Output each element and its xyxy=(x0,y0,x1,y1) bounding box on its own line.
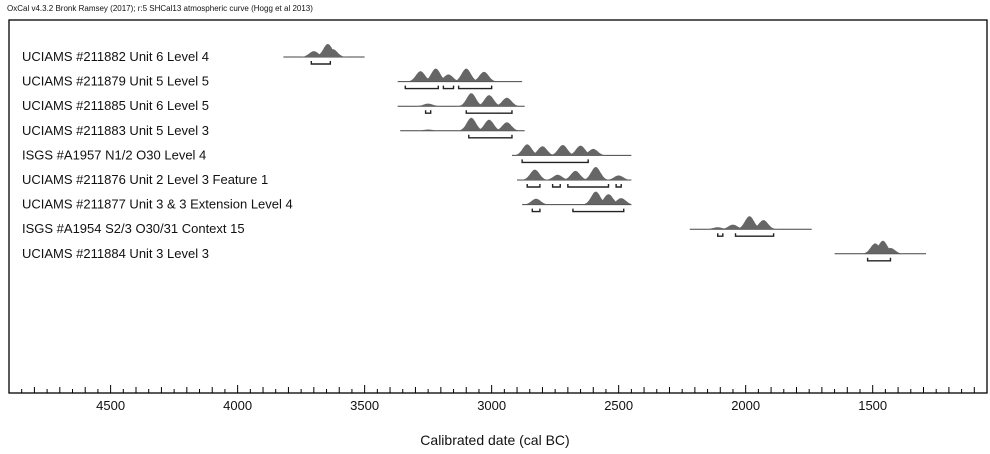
x-tick-label: 4500 xyxy=(96,398,125,413)
sample-row: UCIAMS #211877 Unit 3 & 3 Extension Leve… xyxy=(22,191,632,213)
sample-label: UCIAMS #211879 Unit 5 Level 5 xyxy=(22,74,209,89)
sample-row: UCIAMS #211884 Unit 3 Level 3 xyxy=(22,240,927,262)
hpd-range-bracket xyxy=(717,233,724,237)
probability-distribution xyxy=(283,44,365,57)
x-axis-title: Calibrated date (cal BC) xyxy=(420,432,570,448)
sample-label: UCIAMS #211883 Unit 5 Level 3 xyxy=(22,123,209,138)
probability-distribution xyxy=(397,68,523,82)
sample-label: UCIAMS #211877 Unit 3 & 3 Extension Leve… xyxy=(22,197,293,212)
sample-label: ISGS #A1954 S2/3 O30/31 Context 15 xyxy=(22,221,245,236)
sample-row: ISGS #A1957 N1/2 O30 Level 4 xyxy=(22,144,632,164)
hpd-range-bracket xyxy=(310,61,332,65)
hpd-range-bracket xyxy=(567,184,610,188)
x-tick-label: 2500 xyxy=(604,398,633,413)
hpd-range-bracket xyxy=(734,233,775,237)
sample-rows: UCIAMS #211882 Unit 6 Level 4 UCIAMS #211… xyxy=(22,44,927,262)
sample-label: UCIAMS #211885 Unit 6 Level 5 xyxy=(22,98,209,113)
sample-label: UCIAMS #211882 Unit 6 Level 4 xyxy=(22,49,209,64)
hpd-range-bracket xyxy=(521,159,589,164)
probability-distribution xyxy=(689,216,812,230)
hpd-range-bracket xyxy=(457,85,493,90)
hpd-range-bracket xyxy=(615,184,622,188)
hpd-range-bracket xyxy=(526,184,541,188)
sample-row: UCIAMS #211885 Unit 6 Level 5 xyxy=(22,93,525,114)
hpd-range-bracket xyxy=(442,85,455,90)
hpd-range-bracket xyxy=(531,208,541,213)
probability-distribution xyxy=(522,191,632,205)
probability-distribution xyxy=(400,117,525,131)
hpd-range-bracket xyxy=(465,110,513,114)
sample-row: UCIAMS #211876 Unit 2 Level 3 Feature 1 xyxy=(22,167,632,188)
sample-row: UCIAMS #211879 Unit 5 Level 5 xyxy=(22,68,523,90)
hpd-range-bracket xyxy=(468,134,513,139)
sample-row: ISGS #A1954 S2/3 O30/31 Context 15 xyxy=(22,216,812,237)
hpd-range-bracket xyxy=(572,208,625,213)
x-tick-label: 3500 xyxy=(350,398,379,413)
probability-distribution xyxy=(517,167,632,180)
hpd-range-bracket xyxy=(866,257,892,262)
x-axis: 4500 4000 3500 3000 2500 2000 1500 xyxy=(8,385,988,413)
probability-distribution xyxy=(397,93,525,107)
sample-label: UCIAMS #211884 Unit 3 Level 3 xyxy=(22,246,209,261)
probability-distribution xyxy=(834,240,926,254)
hpd-range-bracket xyxy=(424,110,432,114)
probability-distribution xyxy=(512,144,632,156)
sample-label: UCIAMS #211876 Unit 2 Level 3 Feature 1 xyxy=(22,172,268,187)
hpd-range-bracket xyxy=(404,85,440,90)
hpd-range-bracket xyxy=(551,184,561,188)
x-tick-label: 3000 xyxy=(477,398,506,413)
x-tick-label: 1500 xyxy=(858,398,887,413)
oxcal-header-text: OxCal v4.3.2 Bronk Ramsey (2017); r:5 SH… xyxy=(7,4,313,13)
plot-frame xyxy=(8,19,988,394)
x-tick-label: 2000 xyxy=(731,398,760,413)
sample-row: UCIAMS #211882 Unit 6 Level 4 xyxy=(22,44,365,65)
sample-label: ISGS #A1957 N1/2 O30 Level 4 xyxy=(22,147,206,162)
sample-row: UCIAMS #211883 Unit 5 Level 3 xyxy=(22,117,525,139)
x-tick-label: 4000 xyxy=(223,398,252,413)
